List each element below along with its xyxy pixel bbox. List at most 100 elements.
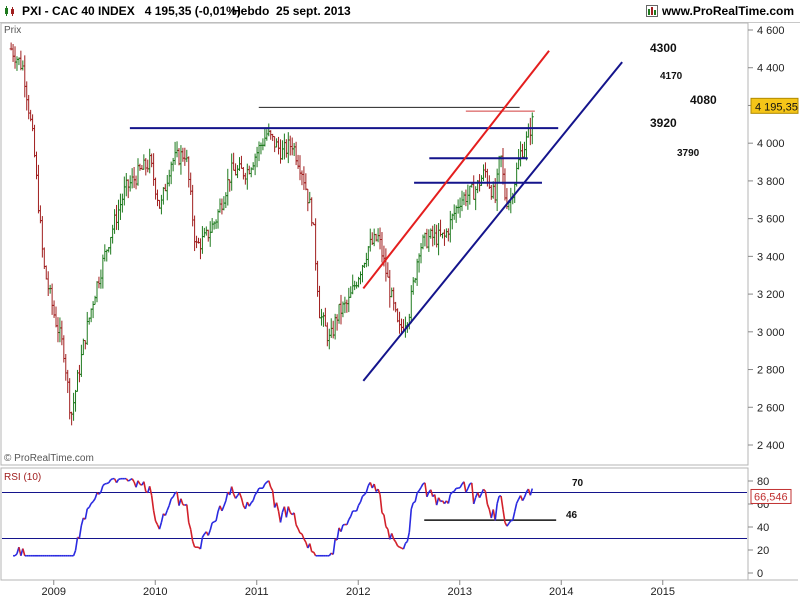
price-tick-label: 4 400 <box>757 63 785 75</box>
rsi-segment <box>168 498 172 506</box>
rsi-segment <box>293 512 297 525</box>
rsi-segment <box>152 510 157 522</box>
rsi-segment <box>92 498 96 503</box>
rsi-level-70-label: 70 <box>572 478 584 489</box>
rsi-segment <box>172 492 176 498</box>
xaxis-tick-label: 2014 <box>549 586 573 598</box>
xaxis-tick-label: 2009 <box>42 586 66 598</box>
rsi-tick-label: 80 <box>757 476 769 488</box>
rsi-segment <box>521 496 526 502</box>
price-tick-label: 4 600 <box>757 25 785 37</box>
rsi-segment <box>180 498 184 505</box>
rsi-segment <box>209 522 213 531</box>
rsi-segment <box>297 528 301 534</box>
rsi-segment <box>187 522 192 530</box>
price-panel-label: Prix <box>4 25 21 36</box>
rsi-segment <box>148 486 153 496</box>
rsi-segment <box>72 550 77 557</box>
rsi-segment <box>170 496 174 500</box>
rsi-segment <box>275 502 280 512</box>
rsi-segment <box>424 482 428 497</box>
rsi-segment <box>94 492 98 499</box>
rsi-segment <box>182 503 186 507</box>
rsi-segment <box>408 508 413 533</box>
rsi-segment <box>14 553 18 557</box>
price-tick-label: 3 400 <box>757 251 785 263</box>
rsi-segment <box>164 509 169 516</box>
price-tick-label: 3 600 <box>757 214 785 226</box>
period-info: Hebdo 25 sept. 2013 <box>232 4 351 18</box>
quote-value: 4 195,35 (-0,01%) <box>144 4 241 18</box>
rsi-segment <box>494 503 498 521</box>
rsi-segment <box>268 480 272 488</box>
rsi-segment <box>394 541 399 547</box>
rsi-segment <box>250 500 254 504</box>
rsi-segment <box>160 513 165 523</box>
rsi-segment <box>80 517 85 526</box>
level-label-4170: 4170 <box>660 71 683 82</box>
rsi-segment <box>86 506 90 510</box>
rsi-segment <box>393 538 397 543</box>
rsi-segment <box>118 477 121 481</box>
rsi-segment <box>447 494 452 504</box>
xaxis-tick-label: 2015 <box>651 586 675 598</box>
rsi-segment <box>435 497 440 506</box>
rsi-segment <box>312 551 317 557</box>
rsi-segment <box>523 491 528 498</box>
rsi-segment <box>377 488 381 495</box>
rsi-segment <box>270 486 274 492</box>
rsi-segment <box>355 504 360 512</box>
rsi-segment <box>289 511 293 516</box>
rsi-segment <box>529 488 534 496</box>
level-label-3920: 3920 <box>650 116 677 130</box>
rsi-segment <box>295 524 299 529</box>
rsi-segment <box>346 519 350 526</box>
last-rsi-label: 66,546 <box>754 491 788 503</box>
rsi-segment <box>185 504 190 523</box>
rsi-segment <box>252 494 256 501</box>
rsi-segment <box>262 483 266 489</box>
rsi-segment <box>412 501 416 504</box>
rsi-segment <box>457 486 461 489</box>
rsi-segment <box>390 533 395 540</box>
rsi-segment <box>463 481 467 493</box>
rsi-segment <box>285 506 290 518</box>
rsi-segment <box>500 495 504 510</box>
rsi-segment <box>486 503 491 510</box>
rsi-segment <box>414 492 418 502</box>
rsi-segment <box>211 521 215 524</box>
rsi-segment <box>342 523 346 526</box>
rsi-segment <box>467 483 471 489</box>
rsi-segment <box>459 483 463 489</box>
rsi-segment <box>90 501 94 505</box>
rsi-segment <box>336 527 340 541</box>
rsi-segment <box>440 500 443 503</box>
rsi-segment <box>230 486 235 495</box>
price-tick-label: 3 200 <box>757 289 785 301</box>
rsi-segment <box>127 479 131 482</box>
rsi-segment <box>303 538 307 543</box>
price-tick-label: 3 800 <box>757 176 785 188</box>
rsi-segment <box>110 478 114 481</box>
level-label-3790: 3790 <box>677 148 700 159</box>
date-label: 25 sept. 2013 <box>276 4 351 18</box>
rsi-segment <box>135 480 139 488</box>
rsi-support-label: 46 <box>566 510 578 521</box>
rsi-segment <box>154 520 159 526</box>
rsi-segment <box>248 502 252 507</box>
rsi-segment <box>96 492 100 495</box>
rsi-segment <box>348 515 352 521</box>
rsi-segment <box>139 483 143 486</box>
rsi-segment <box>221 505 225 512</box>
rsi-segment <box>22 548 26 556</box>
rsi-segment <box>115 479 120 484</box>
brand-link[interactable]: www.ProRealTime.com <box>661 4 794 18</box>
price-tick-label: 3 000 <box>757 327 785 339</box>
rsi-segment <box>78 525 83 539</box>
level-label-4080: 4080 <box>690 93 717 107</box>
rsi-segment <box>373 483 377 492</box>
price-tick-label: 4 000 <box>757 138 785 150</box>
rsi-segment <box>166 505 170 511</box>
rsi-segment <box>256 487 260 493</box>
